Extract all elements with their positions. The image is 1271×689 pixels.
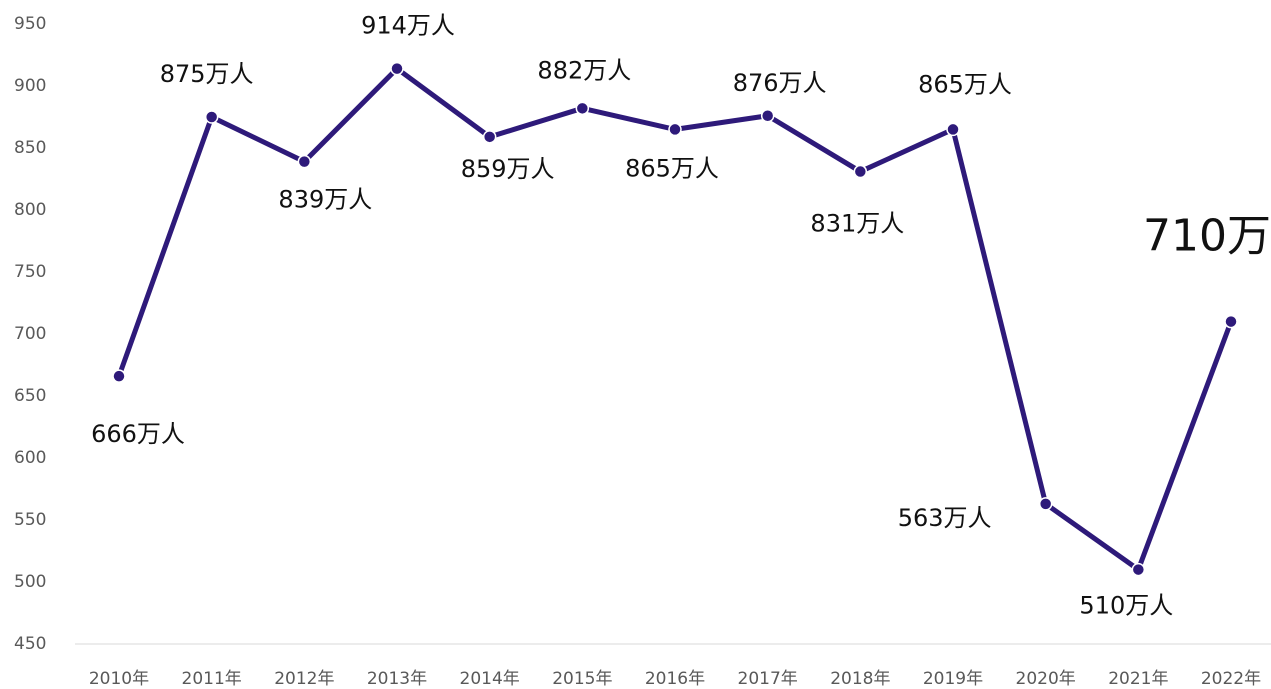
y-tick-label: 750 — [14, 262, 46, 282]
data-label: 510万人 — [1079, 592, 1173, 620]
x-tick-label: 2020年 — [1016, 669, 1076, 689]
y-tick-label: 650 — [14, 386, 46, 406]
point — [1131, 562, 1146, 577]
point — [1038, 497, 1053, 511]
data-label: 831万人 — [810, 210, 904, 238]
x-tick-label: 2019年 — [923, 669, 983, 689]
point — [853, 164, 868, 179]
y-tick-label: 800 — [14, 200, 46, 220]
point — [668, 122, 682, 137]
point — [575, 101, 590, 116]
point — [390, 61, 404, 76]
x-tick-label: 2010年 — [89, 669, 149, 689]
x-tick-label: 2013年 — [367, 669, 427, 689]
x-tick-label: 2016年 — [645, 669, 705, 689]
y-tick-label: 600 — [14, 448, 46, 468]
data-label: 563万人 — [898, 504, 992, 532]
x-tick-label: 2017年 — [738, 669, 798, 689]
data-label: 865万人 — [625, 154, 719, 182]
point — [1224, 314, 1238, 329]
data-label: 875万人 — [160, 60, 254, 88]
x-tick-label: 2021年 — [1108, 669, 1168, 689]
x-tick-label: 2014年 — [460, 669, 520, 689]
data-label: 865万人 — [918, 70, 1012, 98]
y-tick-label: 550 — [14, 510, 46, 530]
y-tick-label: 500 — [14, 572, 46, 592]
line — [116, 66, 1234, 573]
data-label: 710万人 — [1143, 211, 1271, 262]
data-label: 914万人 — [361, 12, 455, 40]
y-tick-label: 950 — [14, 14, 46, 34]
point — [760, 109, 775, 123]
y-tick-label: 850 — [14, 138, 46, 158]
y-tick-label: 450 — [14, 634, 46, 654]
x-tick-label: 2012年 — [274, 669, 334, 689]
point — [482, 130, 497, 144]
x-tick-label: 2022年 — [1201, 669, 1261, 689]
point — [112, 369, 126, 383]
data-label: 839万人 — [278, 186, 372, 214]
point — [297, 154, 312, 169]
data-label: 666万人 — [91, 420, 185, 448]
data-label: 859万人 — [461, 155, 555, 183]
y-tick-label: 700 — [14, 324, 46, 344]
x-tick-label: 2015年 — [552, 669, 612, 689]
data-label: 876万人 — [733, 69, 827, 97]
data-label: 882万人 — [537, 56, 631, 84]
x-tick-label: 2011年 — [182, 669, 242, 689]
y-tick-label: 900 — [14, 76, 46, 96]
point — [204, 110, 219, 124]
x-tick-label: 2018年 — [830, 669, 890, 689]
point — [946, 122, 960, 137]
